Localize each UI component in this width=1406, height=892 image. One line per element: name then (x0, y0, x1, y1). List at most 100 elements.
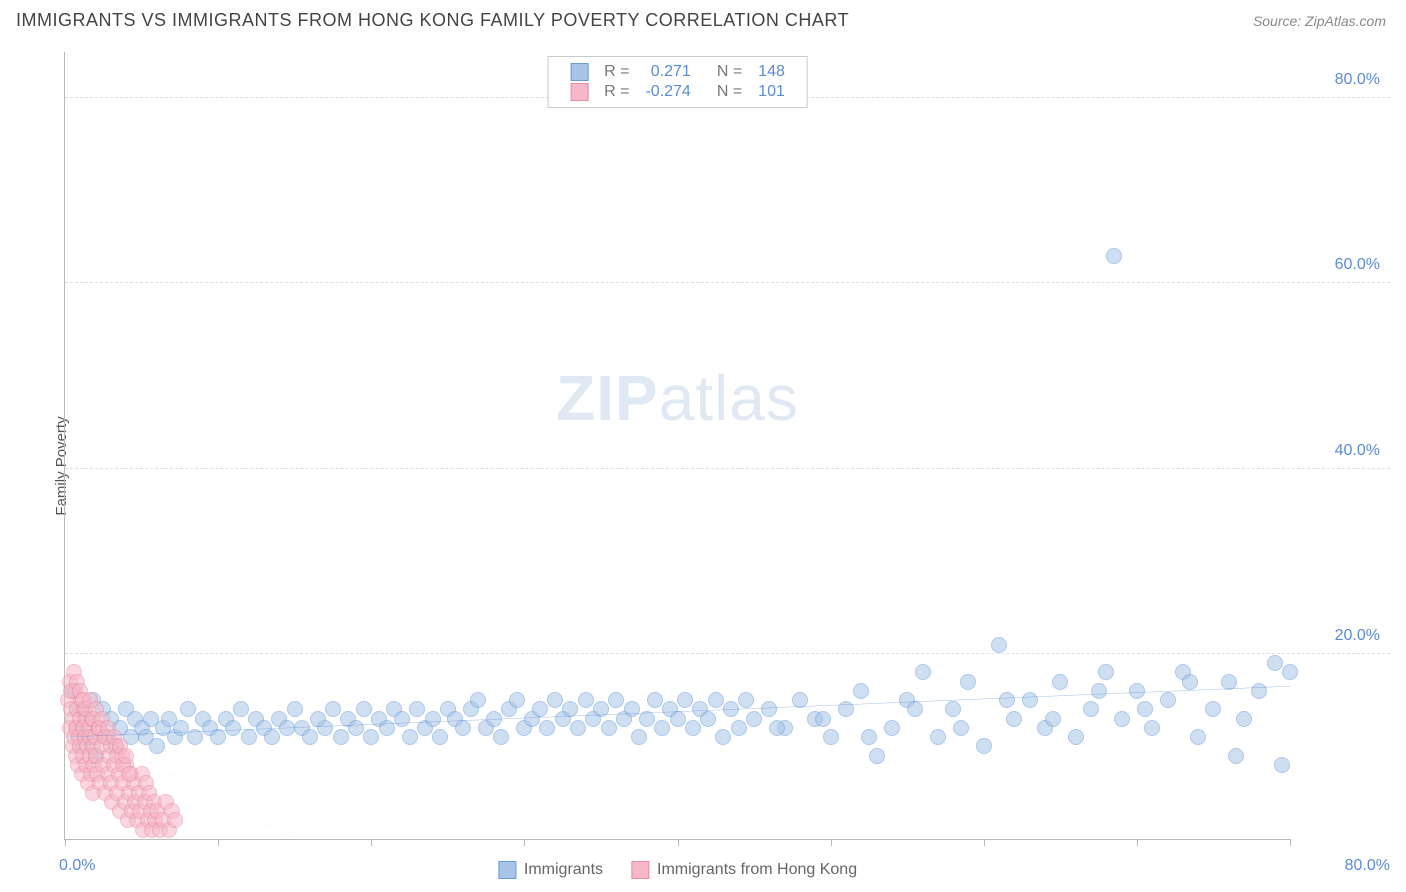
data-point (233, 701, 249, 717)
legend-item: Immigrants (498, 861, 603, 879)
data-point (861, 729, 877, 745)
data-point (1106, 248, 1122, 264)
data-point (1221, 674, 1237, 690)
x-tick (1137, 839, 1138, 846)
data-point (953, 720, 969, 736)
data-point (1114, 711, 1130, 727)
data-point (578, 692, 594, 708)
chart-header: IMMIGRANTS VS IMMIGRANTS FROM HONG KONG … (0, 0, 1406, 39)
legend-r-label: R = (596, 82, 637, 102)
data-point (532, 701, 548, 717)
legend-row: R =0.271N =148 (562, 62, 793, 82)
watermark-bold: ZIP (556, 362, 659, 434)
correlation-legend: R =0.271N =148R =-0.274N =101 (547, 56, 808, 108)
data-point (356, 701, 372, 717)
data-point (493, 729, 509, 745)
legend-n-value: 148 (750, 62, 793, 82)
data-point (647, 692, 663, 708)
data-point (677, 692, 693, 708)
data-point (539, 720, 555, 736)
data-point (562, 701, 578, 717)
data-point (402, 729, 418, 745)
data-point (601, 720, 617, 736)
x-tick (371, 839, 372, 846)
data-point (333, 729, 349, 745)
data-point (1052, 674, 1068, 690)
legend-r-value: 0.271 (637, 62, 698, 82)
data-point (1190, 729, 1206, 745)
data-point (325, 701, 341, 717)
data-point (1091, 683, 1107, 699)
data-point (486, 711, 502, 727)
data-point (991, 637, 1007, 653)
y-tick-label: 80.0% (1335, 71, 1380, 89)
data-point (631, 729, 647, 745)
plot-area: ZIPatlas R =0.271N =148R =-0.274N =101 0… (64, 52, 1290, 840)
data-point (302, 729, 318, 745)
x-tick (831, 839, 832, 846)
data-point (121, 766, 137, 782)
data-point (654, 720, 670, 736)
data-point (960, 674, 976, 690)
legend-label: Immigrants from Hong Kong (657, 861, 857, 879)
watermark: ZIPatlas (556, 361, 799, 435)
legend-swatch (570, 83, 588, 101)
data-point (509, 692, 525, 708)
data-point (593, 701, 609, 717)
data-point (225, 720, 241, 736)
chart-title: IMMIGRANTS VS IMMIGRANTS FROM HONG KONG … (16, 10, 849, 31)
watermark-rest: atlas (659, 362, 799, 434)
data-point (769, 720, 785, 736)
data-point (210, 729, 226, 745)
data-point (1083, 701, 1099, 717)
data-point (884, 720, 900, 736)
data-point (1098, 664, 1114, 680)
x-tick (65, 839, 66, 846)
data-point (547, 692, 563, 708)
y-tick-label: 60.0% (1335, 256, 1380, 274)
data-point (738, 692, 754, 708)
data-point (1282, 664, 1298, 680)
data-point (317, 720, 333, 736)
legend-r-value: -0.274 (637, 82, 698, 102)
legend-swatch (631, 861, 649, 879)
data-point (432, 729, 448, 745)
data-point (425, 711, 441, 727)
data-point (624, 701, 640, 717)
data-point (379, 720, 395, 736)
legend-swatch (570, 63, 588, 81)
data-point (746, 711, 762, 727)
data-point (187, 729, 203, 745)
data-point (287, 701, 303, 717)
data-point (639, 711, 655, 727)
data-point (570, 720, 586, 736)
legend-row: R =-0.274N =101 (562, 82, 793, 102)
data-point (838, 701, 854, 717)
data-point (394, 711, 410, 727)
data-point (1236, 711, 1252, 727)
gridline-h (65, 282, 1390, 283)
data-point (348, 720, 364, 736)
data-point (1068, 729, 1084, 745)
legend-n-value: 101 (750, 82, 793, 102)
chart-container: Family Poverty ZIPatlas R =0.271N =148R … (16, 44, 1390, 888)
data-point (608, 692, 624, 708)
data-point (708, 692, 724, 708)
data-point (715, 729, 731, 745)
y-tick-label: 20.0% (1335, 627, 1380, 645)
data-point (869, 748, 885, 764)
data-point (1045, 711, 1061, 727)
gridline-h (65, 653, 1390, 654)
data-point (761, 701, 777, 717)
data-point (1205, 701, 1221, 717)
legend-n-label: N = (699, 82, 750, 102)
data-point (907, 701, 923, 717)
data-point (149, 738, 165, 754)
data-point (470, 692, 486, 708)
x-tick (678, 839, 679, 846)
data-point (670, 711, 686, 727)
gridline-h (65, 468, 1390, 469)
data-point (180, 701, 196, 717)
x-tick (524, 839, 525, 846)
data-point (999, 692, 1015, 708)
